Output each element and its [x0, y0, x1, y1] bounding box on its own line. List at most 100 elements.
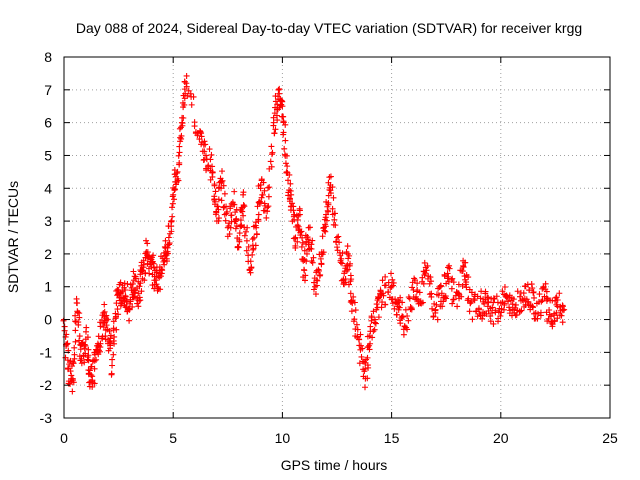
data-point-fill — [380, 292, 387, 299]
data-point-fill — [396, 304, 403, 311]
data-point-fill — [212, 198, 219, 205]
data-point-fill — [446, 265, 453, 272]
data-point-fill — [115, 311, 122, 318]
data-point-fill — [103, 322, 110, 329]
data-points — [60, 72, 568, 395]
data-point-fill — [552, 297, 559, 304]
data-point-fill — [492, 309, 499, 316]
data-point-fill — [258, 176, 265, 183]
data-point-fill — [342, 276, 349, 283]
data-point-fill — [113, 326, 120, 333]
data-point-fill — [278, 97, 285, 104]
data-point-fill — [284, 163, 291, 170]
data-point-fill — [218, 197, 225, 204]
data-point — [231, 201, 238, 208]
data-point-fill — [106, 328, 113, 335]
data-point-fill — [265, 193, 272, 200]
data-point-fill — [240, 202, 247, 209]
data-point-fill — [88, 371, 95, 378]
data-point-fill — [305, 236, 312, 243]
data-point-fill — [482, 288, 489, 295]
data-point-fill — [389, 276, 396, 283]
data-point-fill — [108, 371, 115, 378]
data-point-fill — [298, 228, 305, 235]
data-point-fill — [358, 353, 365, 360]
data-point-fill — [435, 292, 442, 299]
data-point-fill — [406, 295, 413, 302]
data-point-fill — [546, 306, 553, 313]
data-point — [334, 234, 340, 241]
data-point-fill — [149, 254, 156, 261]
data-point-fill — [241, 203, 248, 210]
data-point-fill — [466, 308, 473, 315]
data-point-fill — [264, 184, 271, 191]
data-point-fill — [97, 323, 104, 330]
data-point-fill — [64, 365, 71, 372]
data-point-fill — [506, 304, 513, 311]
data-point-fill — [397, 320, 404, 327]
data-point-fill — [388, 270, 395, 277]
data-point-fill — [81, 359, 88, 366]
y-axis-label: SDTVAR / TECUs — [5, 181, 21, 293]
data-point-fill — [310, 254, 317, 261]
data-point-fill — [446, 262, 453, 269]
data-point — [126, 306, 133, 313]
data-point-fill — [221, 190, 228, 197]
y-tick-label: 5 — [44, 147, 52, 163]
data-point-fill — [263, 214, 270, 221]
data-point-fill — [373, 301, 380, 308]
data-point-fill — [81, 341, 88, 348]
data-point-fill — [530, 289, 537, 296]
data-point-fill — [382, 273, 389, 280]
data-point-fill — [362, 384, 369, 391]
data-point-fill — [191, 123, 198, 130]
data-point-fill — [157, 286, 164, 293]
data-point — [460, 264, 467, 271]
data-point-fill — [339, 250, 346, 257]
data-point-fill — [529, 304, 536, 311]
data-point-fill — [209, 169, 216, 176]
data-point-fill — [211, 181, 218, 188]
data-point-fill — [351, 299, 358, 306]
data-point-fill — [209, 163, 216, 170]
data-point-fill — [310, 286, 317, 293]
data-point-fill — [353, 321, 360, 328]
data-point-fill — [295, 212, 302, 219]
data-point-fill — [110, 325, 117, 332]
data-point-fill — [252, 242, 259, 249]
data-point-fill — [272, 126, 279, 133]
data-point-fill — [385, 279, 392, 286]
data-point-fill — [201, 138, 208, 145]
data-point-fill — [72, 318, 79, 325]
data-point-fill — [294, 238, 301, 245]
data-point-fill — [375, 314, 382, 321]
data-point-fill — [371, 326, 378, 333]
data-point — [257, 185, 264, 192]
data-point-fill — [554, 296, 561, 303]
data-point-fill — [164, 258, 171, 265]
data-point — [270, 119, 277, 126]
data-point-fill — [228, 212, 235, 219]
data-point-fill — [215, 196, 222, 203]
data-point-fill — [104, 316, 111, 323]
data-point-fill — [317, 271, 324, 278]
data-point — [122, 287, 129, 294]
data-point — [148, 264, 155, 271]
data-point-fill — [439, 303, 446, 310]
data-point-fill — [382, 282, 389, 289]
data-point-fill — [419, 299, 426, 306]
data-point-fill — [242, 228, 249, 235]
data-point-fill — [333, 238, 340, 245]
y-tick-label: 4 — [44, 180, 52, 196]
data-point-fill — [318, 260, 325, 267]
data-point-fill — [296, 207, 303, 214]
data-point-fill — [111, 333, 118, 340]
plot-frame — [63, 56, 611, 419]
data-point-fill — [206, 146, 213, 153]
data-point-fill — [257, 199, 264, 206]
data-point-fill — [334, 244, 341, 251]
data-point-fill — [231, 188, 238, 195]
data-point-fill — [101, 301, 108, 308]
data-point-fill — [254, 203, 261, 210]
data-point — [218, 178, 225, 185]
